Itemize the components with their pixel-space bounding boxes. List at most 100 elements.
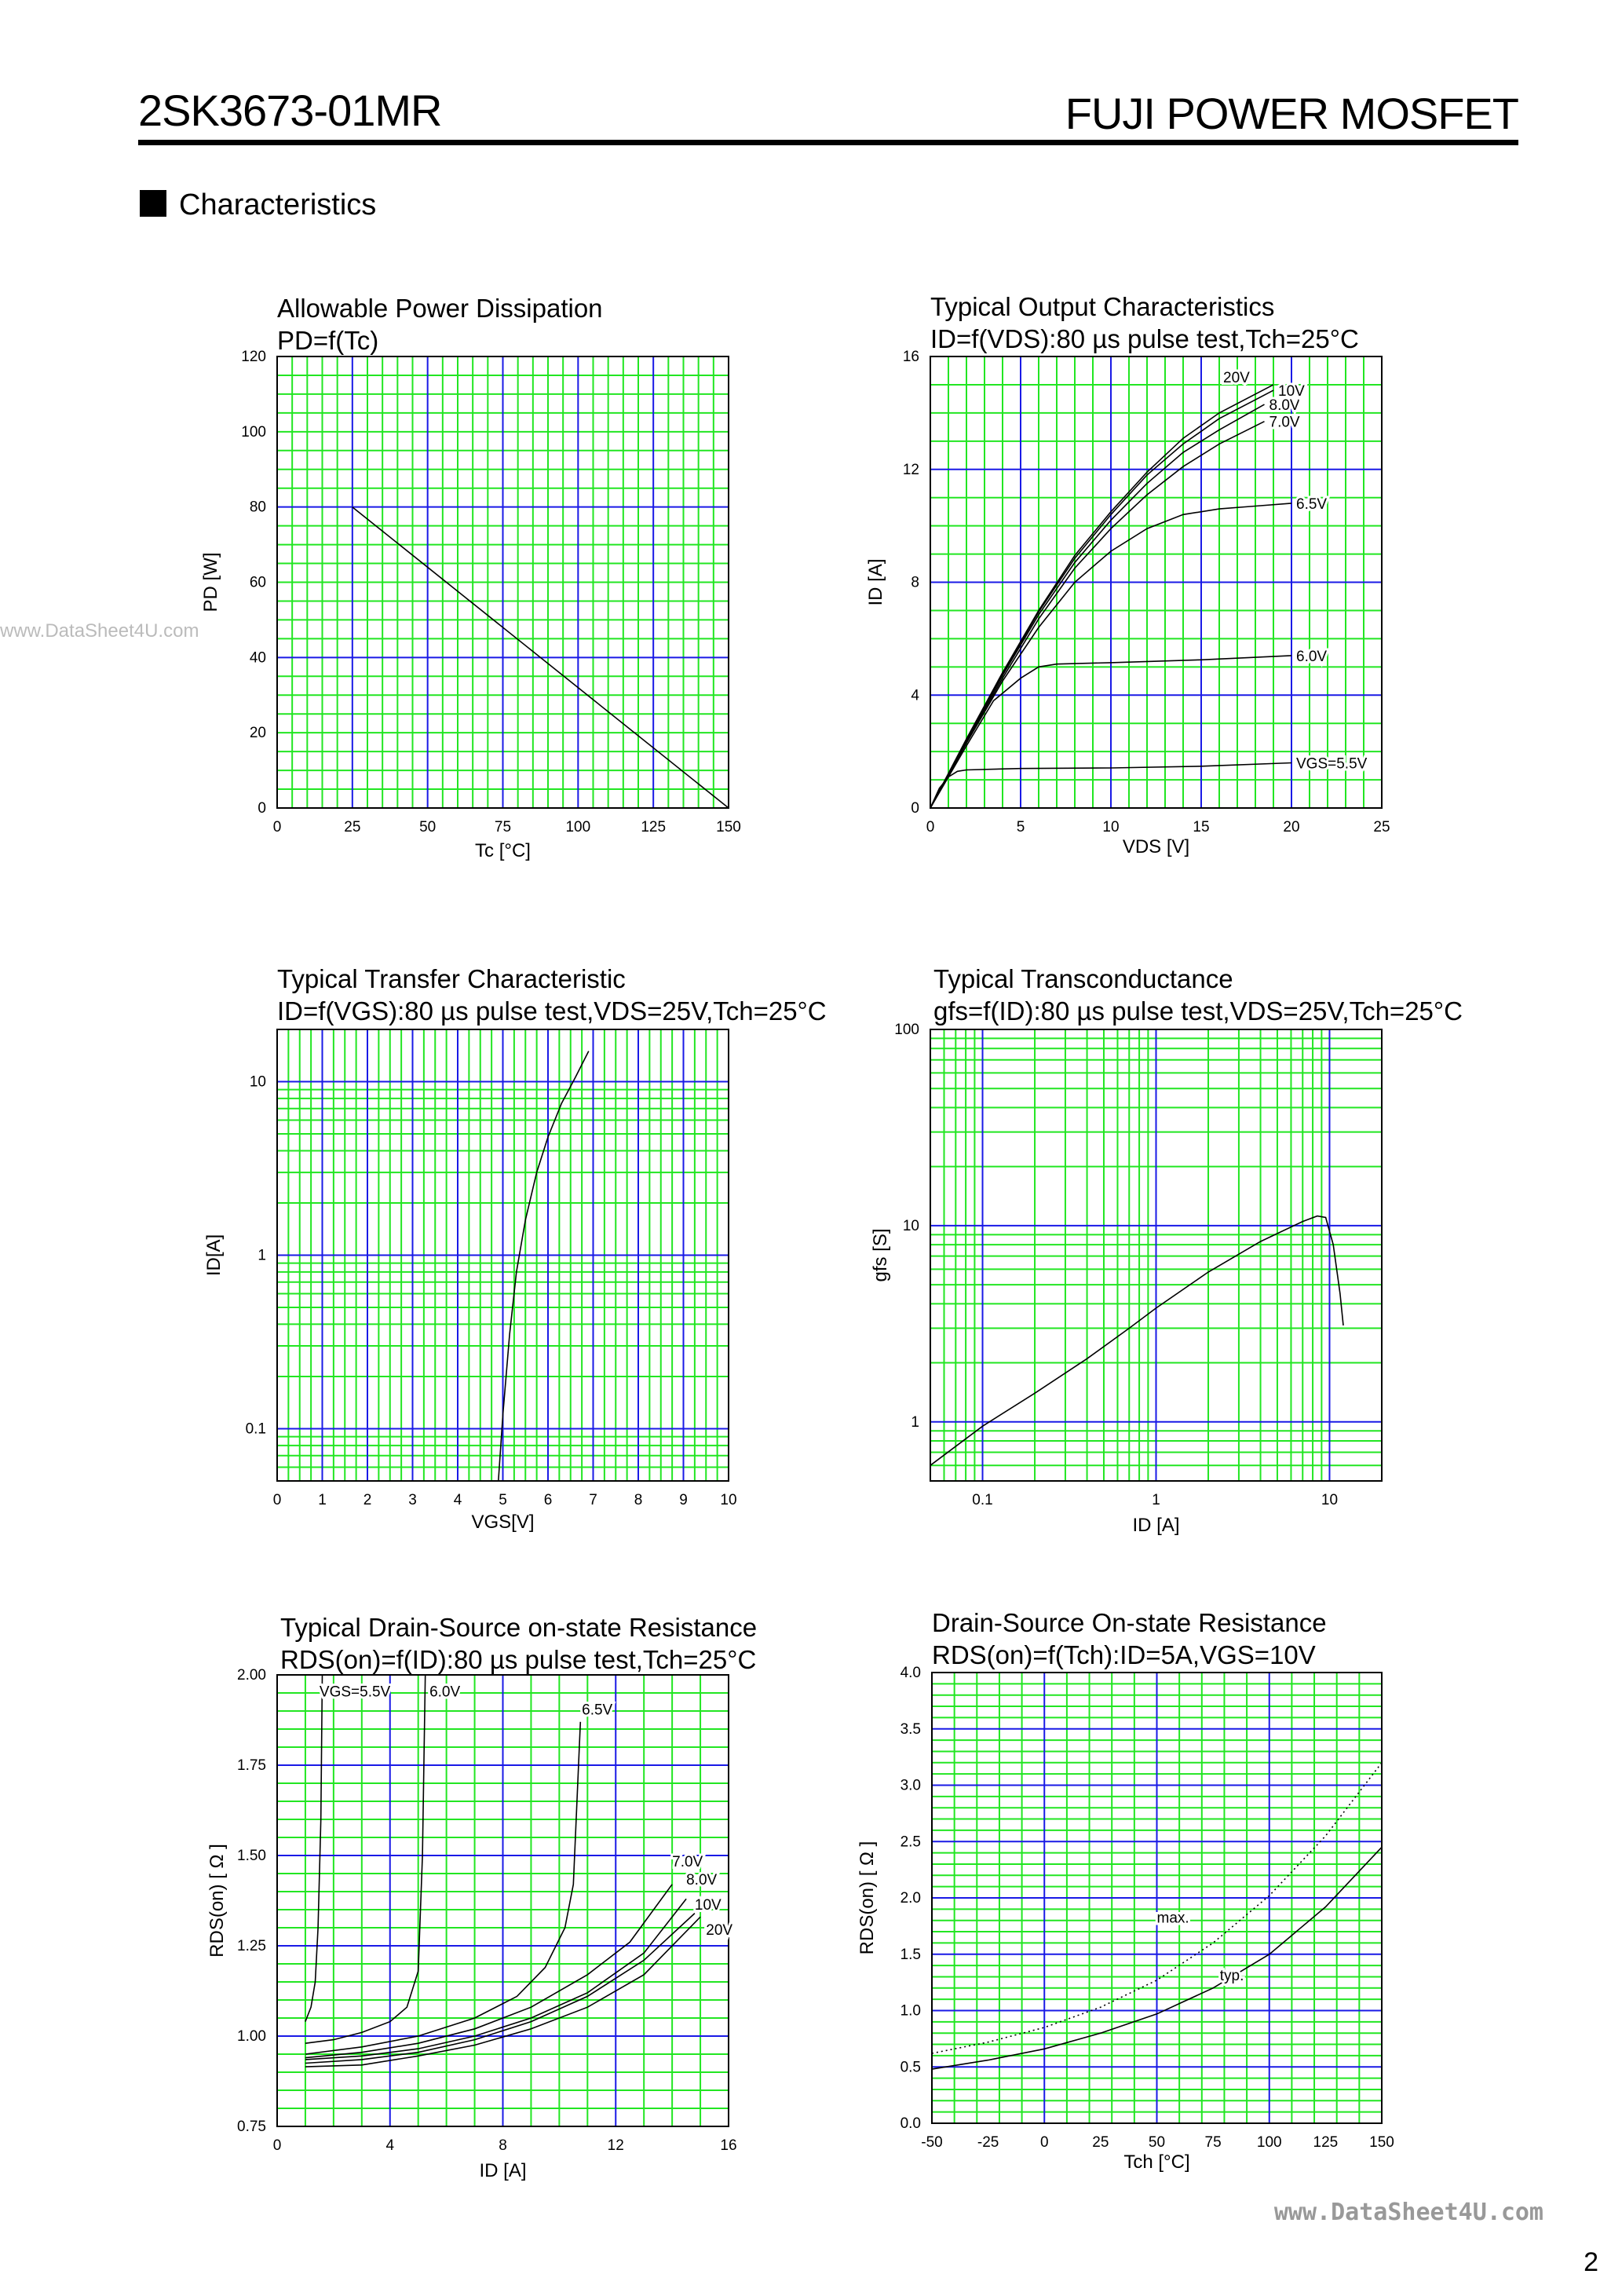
y-tick-label: 0.1 [246, 1420, 266, 1437]
series-label: 10V [695, 1897, 721, 1914]
page-number: 2 [1584, 2247, 1598, 2277]
header-rule [138, 140, 1518, 145]
x-tick-label: 5 [499, 1492, 507, 1508]
x-tick-label: 0 [1040, 2134, 1049, 2151]
x-axis-label: ID [A] [1132, 1515, 1179, 1536]
y-tick-label: 1.50 [237, 1848, 266, 1864]
x-tick-label: 150 [1369, 2134, 1394, 2151]
x-tick-label: 75 [495, 819, 511, 835]
y-tick-label: 0 [911, 800, 919, 817]
y-tick-label: 3.5 [901, 1721, 921, 1738]
y-tick-label: 20 [250, 725, 266, 741]
x-tick-label: 2 [363, 1492, 372, 1508]
series-line-typ- [931, 1846, 1383, 2070]
x-tick-label: 12 [608, 2137, 624, 2154]
x-tick-label: 0 [273, 819, 282, 835]
y-tick-label: 1.75 [237, 1757, 266, 1774]
y-tick-label: 0.0 [901, 2115, 921, 2132]
series-label: 8.0V [1269, 397, 1300, 414]
x-tick-label: 125 [641, 819, 666, 835]
x-tick-label: 10 [720, 1492, 736, 1508]
x-axis-label: Tch [°C] [1123, 2152, 1189, 2173]
x-tick-label: 4 [454, 1492, 462, 1508]
x-axis-label: Tc [°C] [475, 840, 531, 861]
series-line-8-0v [305, 1898, 687, 2060]
series-line-10v [305, 1913, 696, 2064]
chart-1: 0 25 50 75 100 125 150 0 20 40 60 80 100 120 Tc [°C] PD… [200, 349, 741, 861]
y-tick-label: 2.5 [901, 1834, 921, 1850]
series-line-7-0v [930, 420, 1265, 809]
x-tick-label: 10 [1321, 1492, 1338, 1508]
x-tick-label: 25 [344, 819, 360, 835]
series-line-6-0v [305, 1674, 426, 2044]
chart4-subtitle: gfs=f(ID):80 µs pulse test,VDS=25V,Tch=2… [933, 996, 1463, 1026]
series-line-vgs-5-5v [305, 1674, 323, 2022]
series-label: VGS=5.5V [1296, 756, 1368, 773]
series-line-20v [305, 1916, 701, 2067]
plot-frame [930, 356, 1383, 809]
chart4-title: Typical Transconductance [933, 964, 1233, 993]
x-tick-label: 4 [385, 2137, 394, 2154]
y-tick-label: 1.0 [901, 2003, 921, 2020]
x-tick-label: 1 [1152, 1492, 1160, 1508]
chart-4: 0.1 1 10 1 10 100 ID [A] gfs [S] [870, 1022, 1383, 1536]
series-label: 7.0V [1269, 415, 1300, 431]
y-axis-label: RDS(on) [ Ω ] [206, 1844, 228, 1958]
x-tick-label: 25 [1373, 819, 1390, 835]
x-tick-label: 10 [1102, 819, 1119, 835]
plot-frame [931, 1672, 1383, 2124]
x-tick-label: 100 [1257, 2134, 1282, 2151]
y-tick-label: 16 [903, 349, 919, 365]
x-tick-label: 6 [544, 1492, 553, 1508]
x-tick-label: 0.1 [972, 1492, 992, 1508]
chart1-title: Allowable Power Dissipation [277, 294, 603, 323]
x-tick-label: -25 [977, 2134, 999, 2151]
y-tick-label: 4.0 [901, 1665, 921, 1681]
y-tick-label: 1.00 [237, 2028, 266, 2045]
series-line-6-0v [930, 655, 1292, 809]
section-title: Characteristics [179, 188, 377, 221]
x-tick-label: 125 [1313, 2134, 1339, 2151]
plot-frame [276, 1029, 729, 1482]
x-tick-label: 16 [720, 2137, 736, 2154]
x-axis-label: VDS [V] [1123, 836, 1189, 857]
plot-frame [930, 1029, 1383, 1482]
y-tick-label: 1 [911, 1414, 919, 1431]
x-axis-label: VGS[V] [471, 1512, 534, 1533]
chart3-subtitle: ID=f(VGS):80 µs pulse test,VDS=25V,Tch=2… [277, 996, 827, 1026]
y-tick-label: 100 [241, 424, 266, 441]
chart6-title: Drain-Source On-state Resistance [932, 1608, 1327, 1637]
series-label: 6.0V [1296, 649, 1327, 665]
chart2-title: Typical Output Characteristics [930, 292, 1275, 321]
series-label: 20V [1223, 370, 1250, 386]
y-tick-label: 1.25 [237, 1938, 266, 1954]
y-tick-label: 80 [250, 499, 266, 516]
y-tick-label: 40 [250, 649, 266, 666]
y-tick-label: 10 [250, 1074, 266, 1091]
series-label: 20V [706, 1922, 732, 1939]
chart5-title-block: Typical Drain-Source on-state Resistance… [280, 1611, 757, 1676]
series-line-8-0v [930, 404, 1265, 809]
series-line [930, 1215, 1344, 1466]
x-tick-label: 1 [318, 1492, 327, 1508]
y-tick-label: 2.00 [237, 1667, 266, 1684]
y-tick-label: 0.5 [901, 2059, 921, 2075]
series-line-max- [931, 1762, 1383, 2054]
series-line [352, 506, 729, 809]
chart2-title-block: Typical Output Characteristics ID=f(VDS)… [930, 291, 1359, 355]
series-label: 6.0V [429, 1684, 460, 1701]
y-tick-label: 3.0 [901, 1778, 921, 1794]
x-tick-label: 100 [565, 819, 590, 835]
y-tick-label: 0.75 [237, 2119, 266, 2135]
chart-5: 0 4 8 12 16 0.75 1.00 1.25 1.50 1.75 2.00 ID [A] RDS… [206, 1667, 737, 2181]
y-tick-label: 2.0 [901, 1890, 921, 1907]
chart2-subtitle: ID=f(VDS):80 µs pulse test,Tch=25°C [930, 324, 1359, 353]
x-tick-label: 25 [1092, 2134, 1109, 2151]
chart3-title-block: Typical Transfer Characteristic ID=f(VGS… [277, 963, 827, 1027]
x-tick-label: 5 [1017, 819, 1025, 835]
y-tick-label: 4 [911, 687, 919, 704]
y-axis-label: gfs [S] [870, 1228, 891, 1281]
series-label: 8.0V [686, 1872, 717, 1888]
x-tick-label: 50 [419, 819, 436, 835]
series-label: 10V [1278, 383, 1305, 400]
